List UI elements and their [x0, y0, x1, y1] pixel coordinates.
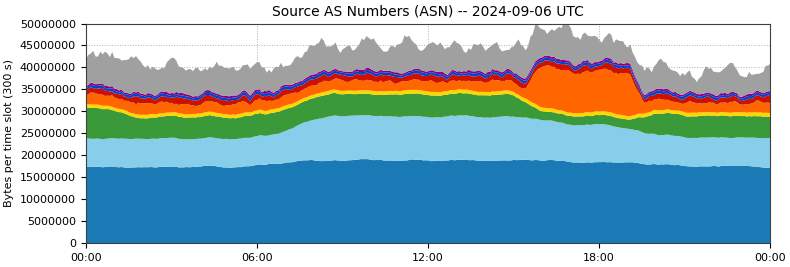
- Title: Source AS Numbers (ASN) -- 2024-09-06 UTC: Source AS Numbers (ASN) -- 2024-09-06 UT…: [272, 4, 584, 18]
- Y-axis label: Bytes per time slot (300 s): Bytes per time slot (300 s): [4, 59, 14, 207]
